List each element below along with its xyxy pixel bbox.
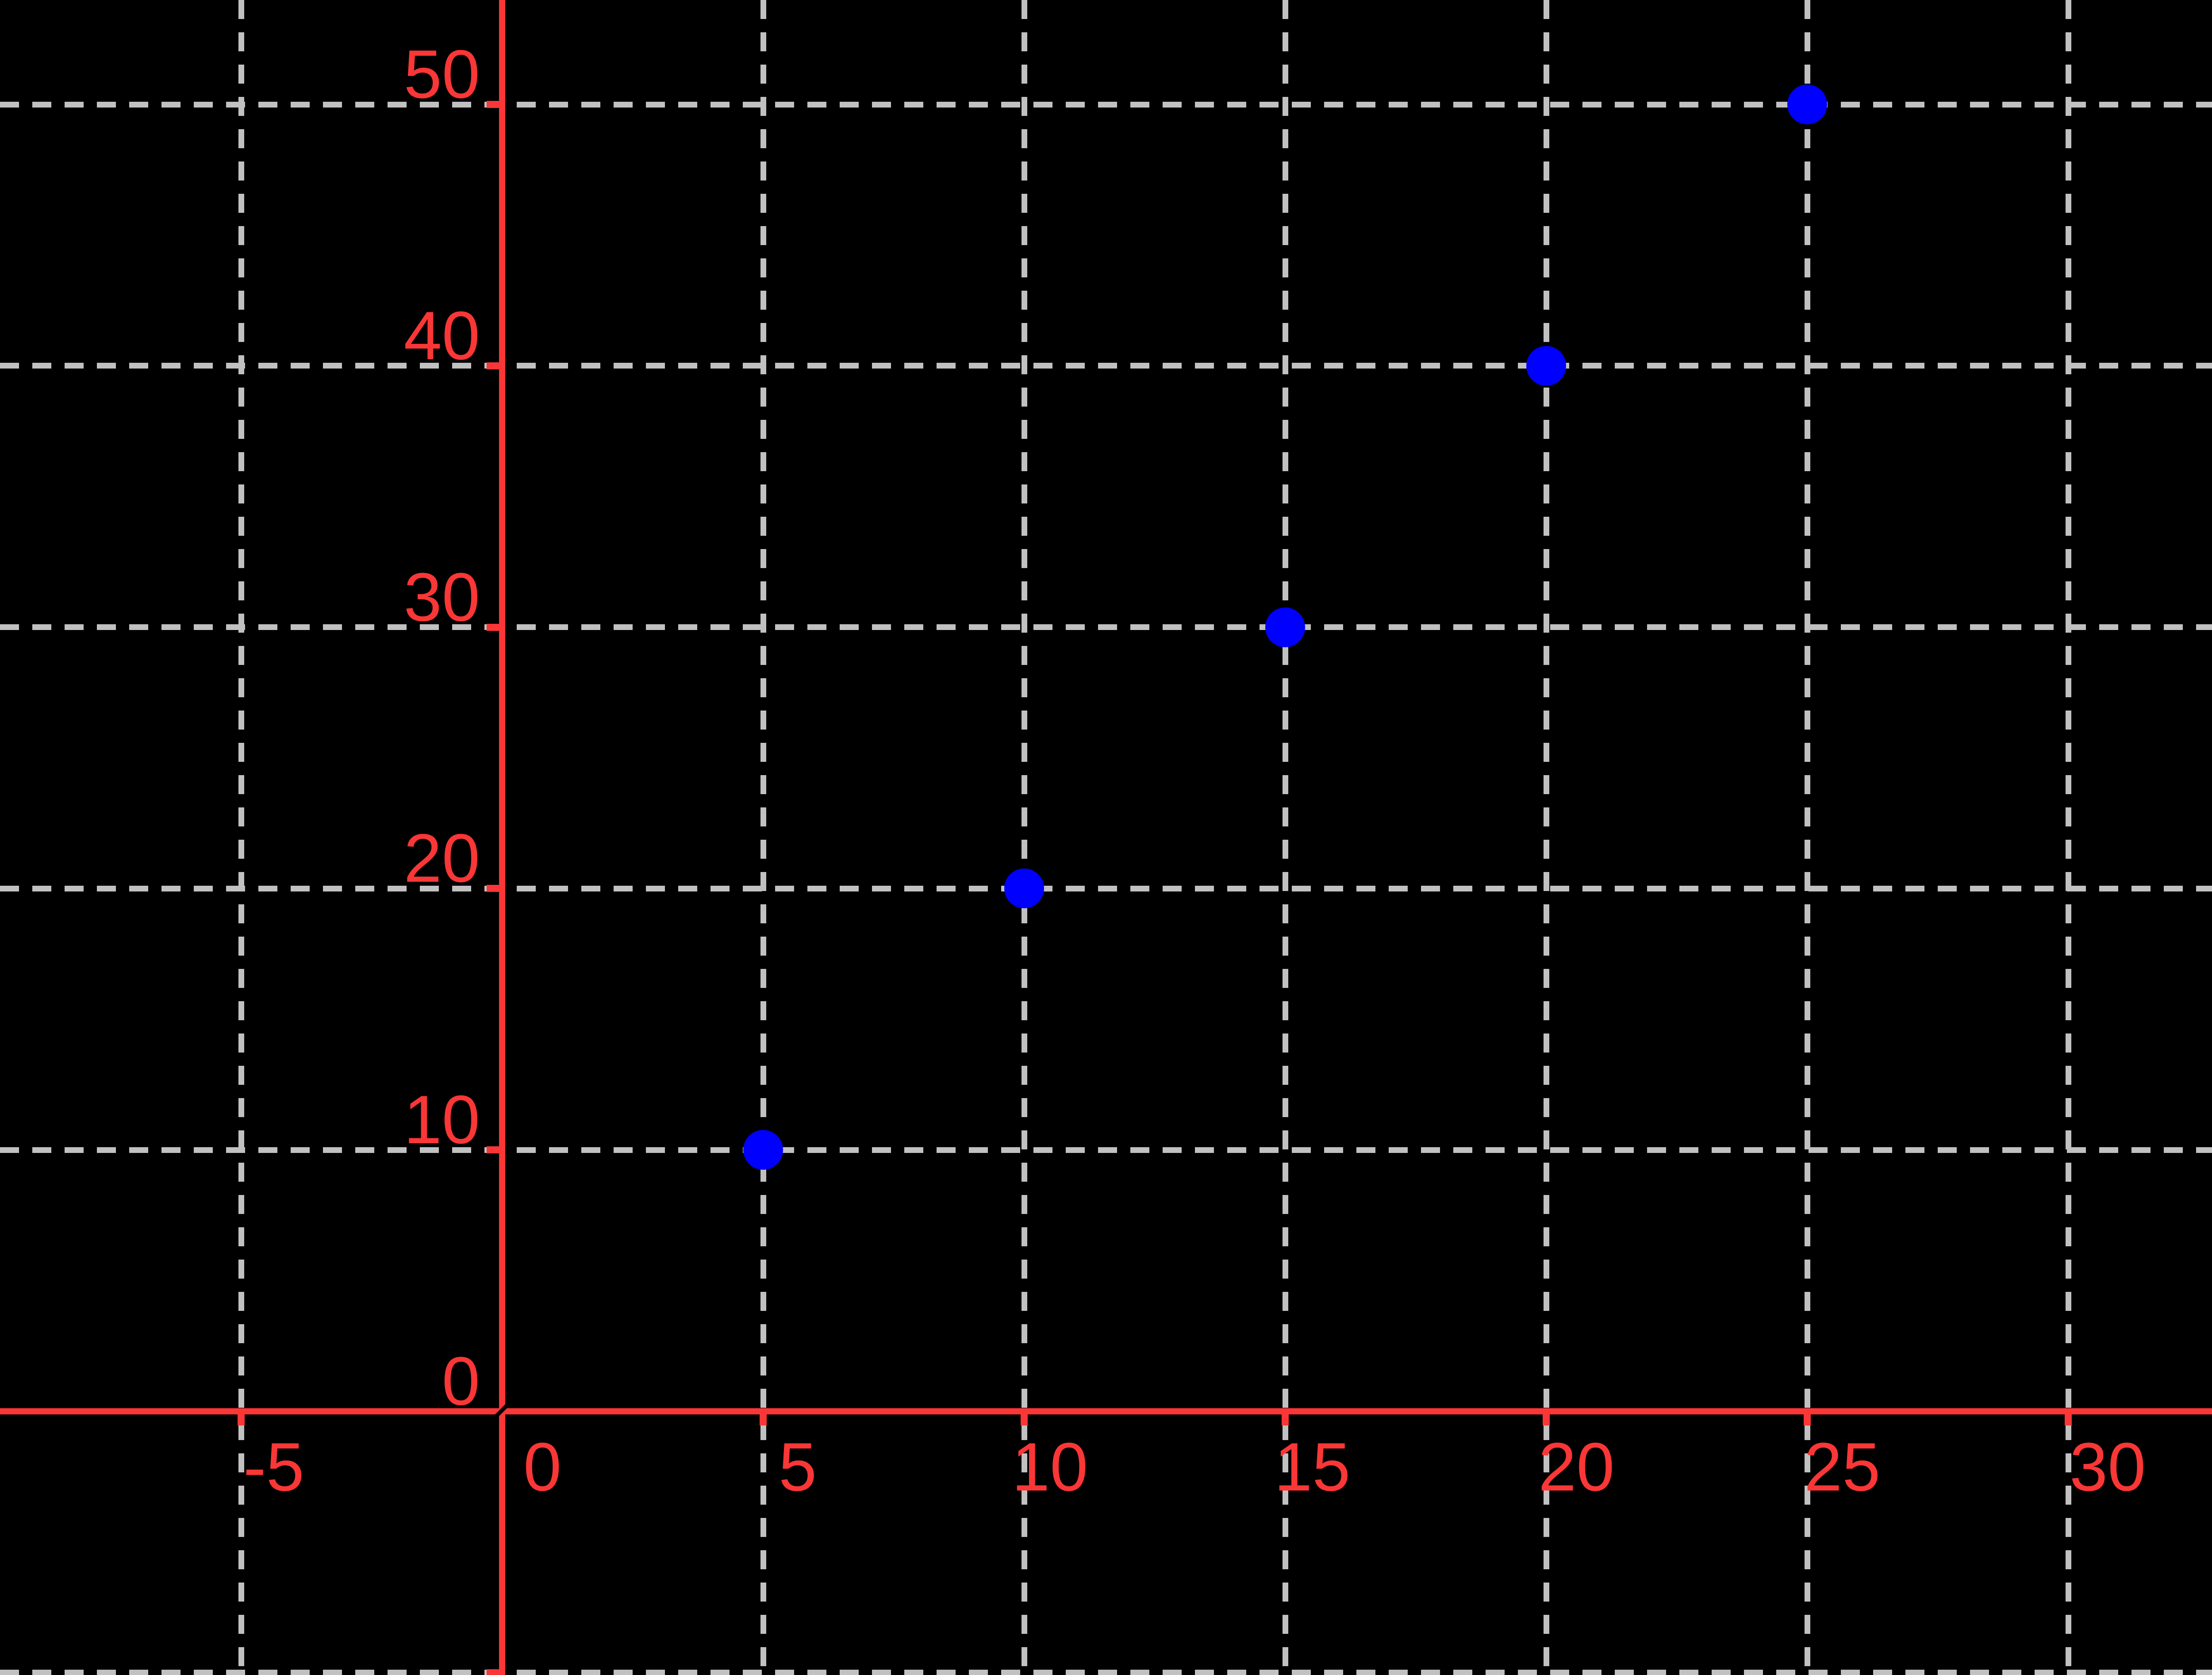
v-gridline bbox=[2065, 0, 2071, 1675]
h-gridline bbox=[0, 1670, 2212, 1675]
x-tick bbox=[1543, 1414, 1550, 1425]
data-point bbox=[1004, 868, 1044, 909]
y-tick-label: 10 bbox=[403, 1081, 480, 1158]
x-tick-label: -5 bbox=[243, 1429, 304, 1505]
x-tick-label: 10 bbox=[1012, 1429, 1088, 1505]
y-tick-label: 30 bbox=[403, 558, 480, 635]
y-tick bbox=[487, 1146, 499, 1154]
x-axis bbox=[0, 1408, 2212, 1414]
data-point bbox=[1265, 607, 1305, 647]
x-tick bbox=[238, 1414, 245, 1425]
h-gridline bbox=[0, 101, 2212, 108]
v-gridline bbox=[1543, 0, 1549, 1675]
h-gridline bbox=[0, 885, 2212, 891]
x-tick-label: 20 bbox=[1538, 1429, 1615, 1505]
y-tick bbox=[487, 623, 499, 631]
v-gridline bbox=[1282, 0, 1288, 1675]
x-tick-label: 0 bbox=[523, 1429, 562, 1505]
x-tick bbox=[1804, 1414, 1811, 1425]
y-tick-label: 0 bbox=[442, 1343, 480, 1419]
x-tick bbox=[1282, 1414, 1289, 1425]
v-gridline bbox=[1804, 0, 1810, 1675]
y-tick bbox=[487, 101, 499, 108]
h-gridline bbox=[0, 363, 2212, 369]
v-gridline bbox=[760, 0, 766, 1675]
x-tick-label: 25 bbox=[1804, 1429, 1881, 1505]
h-gridline bbox=[0, 1147, 2212, 1153]
y-tick-label: 40 bbox=[403, 297, 480, 374]
x-tick-label: 15 bbox=[1274, 1429, 1351, 1505]
x-tick bbox=[760, 1414, 767, 1425]
h-gridline bbox=[0, 624, 2212, 630]
v-gridline bbox=[238, 0, 244, 1675]
y-tick-label: 20 bbox=[403, 820, 480, 897]
v-gridline bbox=[1021, 0, 1027, 1675]
x-tick bbox=[2065, 1414, 2072, 1425]
x-tick bbox=[1021, 1414, 1028, 1425]
data-point bbox=[1787, 85, 1827, 124]
x-tick-label: 30 bbox=[2070, 1429, 2146, 1505]
data-point bbox=[1526, 346, 1566, 386]
y-tick bbox=[487, 1669, 499, 1675]
y-tick-label: 50 bbox=[403, 36, 480, 112]
y-tick bbox=[487, 362, 499, 369]
data-point bbox=[743, 1130, 783, 1170]
y-axis bbox=[499, 0, 505, 1675]
x-tick-label: 5 bbox=[779, 1429, 817, 1505]
y-tick bbox=[487, 885, 499, 892]
